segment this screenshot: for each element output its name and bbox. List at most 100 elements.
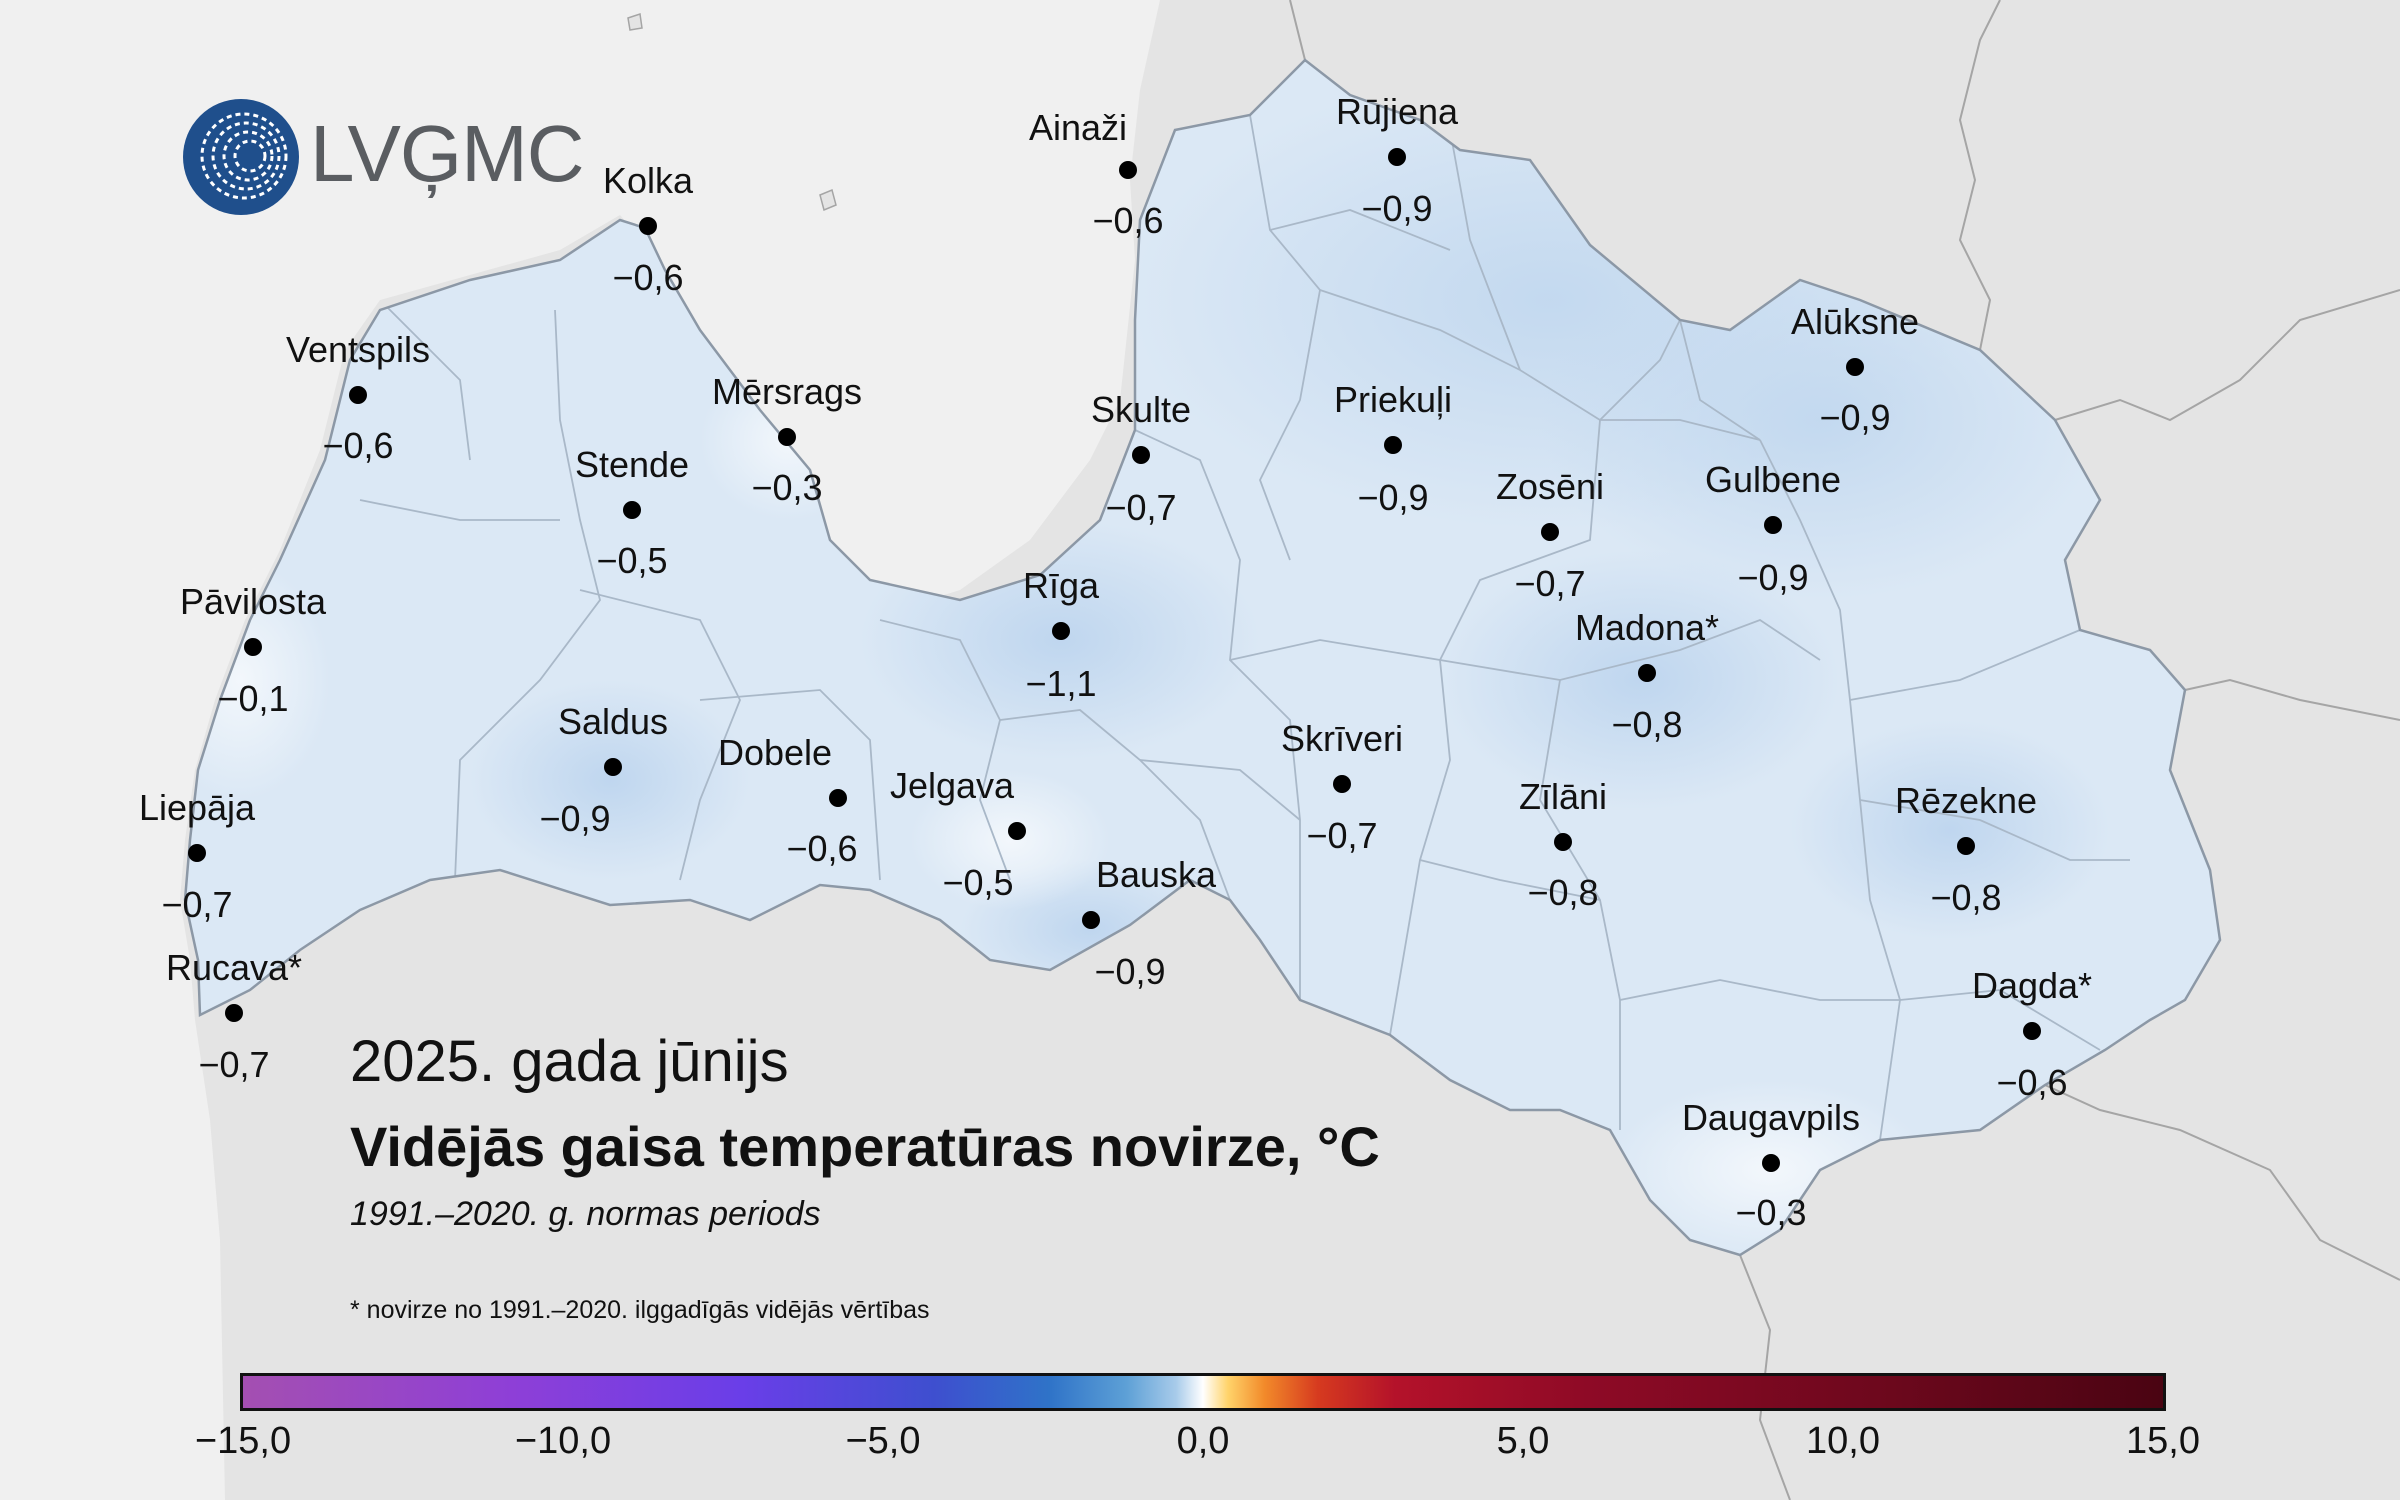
station-value: −0,6 [786, 828, 857, 869]
station-dot [1384, 436, 1402, 454]
station-value: −0,6 [1092, 200, 1163, 241]
station-marker: Daugavpils −0,3 [1682, 1097, 1860, 1233]
station-name: Rucava* [166, 947, 302, 988]
station-value: −0,5 [942, 862, 1013, 903]
station-marker: Stende −0,5 [575, 444, 689, 581]
station-value: −0,5 [596, 540, 667, 581]
station-marker: Ainaži −0,6 [1029, 107, 1164, 241]
station-dot [639, 217, 657, 235]
station-dot [1762, 1154, 1780, 1172]
island [627, 13, 643, 31]
station-marker: Dobele −0,6 [718, 732, 858, 869]
station-dot [1541, 523, 1559, 541]
station-name: Pāvilosta [180, 581, 327, 622]
station-marker: Liepāja −0,7 [139, 787, 256, 925]
station-dot [1388, 148, 1406, 166]
station-marker: Jelgava −0,5 [890, 765, 1026, 903]
station-value: −0,9 [539, 798, 610, 839]
station-value: −0,7 [1514, 563, 1585, 604]
station-name: Ainaži [1029, 107, 1127, 148]
scale-tick-label: 5,0 [1496, 1420, 1550, 1462]
station-marker: Mērsrags −0,3 [712, 371, 862, 508]
station-marker: Rīga −1,1 [1023, 565, 1100, 704]
station-dot [225, 1004, 243, 1022]
station-name: Rūjiena [1336, 91, 1459, 132]
station-marker: Ventspils −0,6 [286, 329, 430, 466]
station-name: Ventspils [286, 329, 430, 370]
normal-period: 1991.–2020. g. normas periods [350, 1195, 821, 1234]
station-name: Skulte [1091, 389, 1191, 430]
station-value: −0,6 [322, 425, 393, 466]
station-marker: Alūksne −0,9 [1791, 301, 1919, 438]
station-dot [829, 789, 847, 807]
lvgmc-emblem-icon [183, 99, 299, 215]
station-dot [1082, 911, 1100, 929]
scale-tick-label: 0,0 [1176, 1420, 1230, 1462]
station-marker: Gulbene −0,9 [1705, 459, 1841, 598]
station-marker: Skulte −0,7 [1091, 389, 1191, 528]
station-marker: Skrīveri −0,7 [1281, 718, 1403, 856]
station-name: Skrīveri [1281, 718, 1403, 759]
scale-tick-label: 10,0 [1806, 1420, 1880, 1462]
station-dot [1554, 833, 1572, 851]
station-name: Kolka [603, 160, 694, 201]
station-name: Priekuļi [1334, 379, 1452, 420]
station-dot [623, 501, 641, 519]
lvgmc-logo: LVĢMC [182, 98, 585, 216]
station-dot [1132, 446, 1150, 464]
station-dot [2023, 1022, 2041, 1040]
station-name: Bauska [1096, 854, 1217, 895]
station-marker: Rucava* −0,7 [166, 947, 302, 1085]
map-title: Vidējās gaisa temperatūras novirze, °C [350, 1114, 1380, 1178]
station-value: −0,7 [198, 1044, 269, 1085]
station-value: −0,9 [1361, 188, 1432, 229]
station-name: Zosēni [1496, 466, 1604, 507]
station-name: Gulbene [1705, 459, 1841, 500]
station-name: Rīga [1023, 565, 1100, 606]
station-name: Alūksne [1791, 301, 1919, 342]
station-marker: Saldus −0,9 [539, 701, 668, 839]
station-marker: Rēzekne −0,8 [1895, 780, 2037, 918]
station-value: −0,7 [1105, 487, 1176, 528]
station-name: Madona* [1575, 607, 1719, 648]
baltic-sea [0, 0, 1160, 1500]
station-dot [1008, 822, 1026, 840]
station-value: −0,9 [1094, 951, 1165, 992]
station-value: −0,8 [1611, 704, 1682, 745]
station-name: Jelgava [890, 765, 1015, 806]
station-value: −1,1 [1025, 663, 1096, 704]
station-name: Liepāja [139, 787, 256, 828]
station-value: −0,9 [1737, 557, 1808, 598]
station-value: −0,9 [1819, 397, 1890, 438]
station-marker: Dagda* −0,6 [1972, 965, 2092, 1103]
station-dot [1846, 358, 1864, 376]
station-marker: Pāvilosta −0,1 [180, 581, 327, 719]
station-name: Saldus [558, 701, 668, 742]
station-dot [1957, 837, 1975, 855]
station-name: Rēzekne [1895, 780, 2037, 821]
station-dot [188, 844, 206, 862]
brand-name: LVĢMC [310, 109, 585, 198]
station-value: −0,3 [751, 467, 822, 508]
station-dot [1052, 622, 1070, 640]
station-value: −0,6 [1996, 1062, 2067, 1103]
station-name: Dobele [718, 732, 832, 773]
station-dot [1119, 161, 1137, 179]
scale-tick-label: −15,0 [194, 1420, 292, 1462]
scale-tick-label: 15,0 [2126, 1420, 2200, 1462]
color-scale-bar [240, 1373, 2166, 1411]
station-dot [1764, 516, 1782, 534]
map-subtitle: 2025. gada jūnijs [350, 1029, 789, 1094]
station-name: Mērsrags [712, 371, 862, 412]
station-dot [349, 386, 367, 404]
station-name: Stende [575, 444, 689, 485]
station-name: Daugavpils [1682, 1097, 1860, 1138]
island [819, 188, 837, 212]
station-value: −0,8 [1527, 872, 1598, 913]
station-marker: Bauska −0,9 [1082, 854, 1217, 992]
station-marker: Kolka −0,6 [603, 160, 694, 298]
station-value: −0,3 [1735, 1192, 1806, 1233]
scale-tick-label: −5,0 [845, 1420, 921, 1462]
